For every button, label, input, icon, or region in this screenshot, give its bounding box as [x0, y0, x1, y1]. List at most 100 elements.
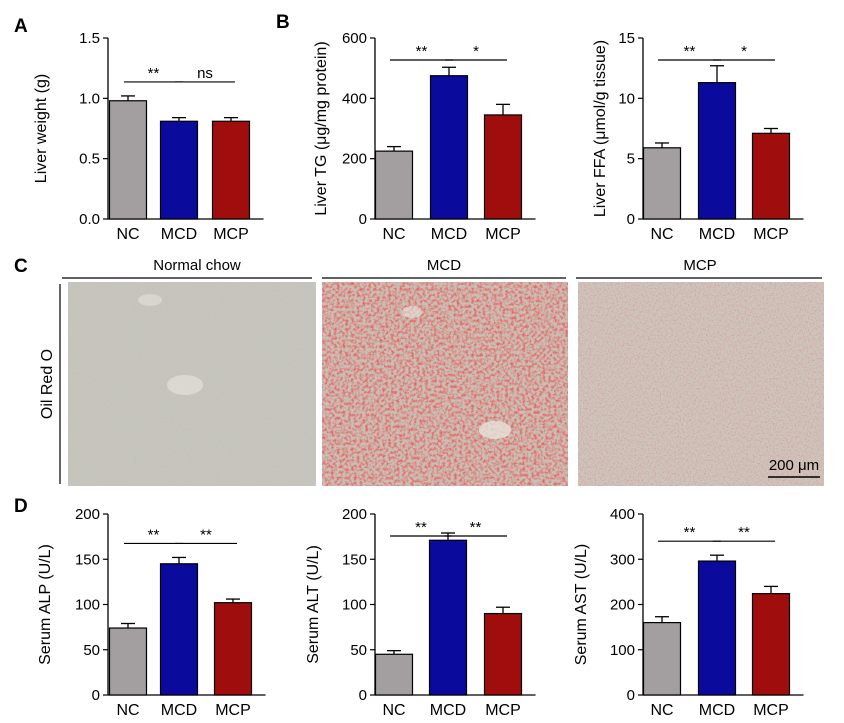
category-label: MCD	[161, 702, 197, 719]
micro-title-mcd: MCD	[427, 257, 461, 274]
micrograph-mcp	[578, 282, 824, 486]
significance-label: **	[684, 524, 696, 541]
y-tick-label: 100	[342, 597, 367, 614]
significance-label: **	[738, 524, 750, 541]
y-tick-label: 0	[359, 687, 367, 704]
chart-serum-ast: 0 100 200 300 400 Serum AST (U/L) NC MCD MCP ** **	[573, 506, 804, 719]
y-tick-label: 50	[83, 642, 100, 659]
category-label: MCP	[215, 702, 251, 719]
bar-nc	[108, 627, 148, 696]
significance-label: **	[200, 526, 212, 543]
y-tick-label: 200	[610, 597, 635, 614]
y-tick-label: 200	[342, 151, 367, 168]
y-tick-label: 1.5	[79, 30, 100, 47]
y-tick-label: 150	[75, 551, 100, 568]
chart-serum-alp: 0 50 100 150 200 Serum ALP (U/L) NC MCD MCP ** **	[37, 506, 266, 719]
chart-liver-ffa: 0 5 10 15 Liver FFA (μmol/g tissue) NC MCD MCP *…	[592, 30, 804, 243]
bar-mcp	[483, 114, 523, 220]
significance-label: **	[148, 65, 160, 82]
y-axis-label: Liver TG (μg/mg protein)	[313, 41, 330, 215]
y-tick-label: 200	[342, 506, 367, 523]
bar-mcd	[429, 75, 469, 220]
micro-title-mcp: MCP	[683, 257, 716, 274]
panel-letter-d: D	[14, 496, 28, 517]
y-tick-label: 10	[618, 90, 635, 107]
category-label: MCD	[430, 702, 466, 719]
y-axis-label: Serum ALP (U/L)	[37, 544, 54, 665]
category-label: NC	[650, 702, 673, 719]
category-label: MCP	[753, 226, 789, 243]
y-tick-label: 200	[75, 506, 100, 523]
stain-label: Oil Red O	[39, 349, 56, 419]
significance-label: *	[741, 43, 747, 60]
panel-letter-a: A	[14, 16, 28, 37]
chart-liver-weight: 0.0 0.5 1.0 1.5 Liver weight (g) NC MCD MCP ** ns	[33, 30, 264, 243]
significance-label: **	[415, 519, 427, 536]
y-tick-label: 50	[350, 642, 367, 659]
significance-label: **	[416, 43, 428, 60]
scale-bar-label: 200 μm	[769, 457, 819, 474]
significance-label: **	[148, 526, 160, 543]
significance-label: *	[473, 43, 479, 60]
y-tick-label: 100	[610, 642, 635, 659]
micro-title-normal-chow: Normal chow	[153, 257, 241, 274]
chart-serum-alt: 0 50 100 150 200 Serum ALT (U/L) NC MCD MCP ** **	[305, 506, 536, 719]
category-label: MCD	[161, 226, 197, 243]
y-tick-label: 0	[627, 211, 635, 228]
bar-mcd	[697, 560, 737, 696]
category-label: MCD	[431, 226, 467, 243]
bar-mcp	[483, 612, 523, 696]
category-label: MCP	[485, 226, 521, 243]
y-tick-label: 0.0	[79, 211, 100, 228]
microscopy-panel: Normal chow MCD MCP Oil Red O 200	[39, 257, 824, 486]
y-tick-label: 0	[627, 687, 635, 704]
significance-label: **	[470, 519, 482, 536]
bar-nc	[374, 150, 414, 220]
y-tick-label: 300	[610, 551, 635, 568]
y-tick-label: 15	[618, 30, 635, 47]
category-label: NC	[382, 702, 405, 719]
y-tick-label: 150	[342, 551, 367, 568]
category-label: NC	[382, 226, 405, 243]
significance-label: ns	[197, 65, 213, 82]
y-tick-label: 0	[359, 211, 367, 228]
category-label: NC	[116, 702, 139, 719]
bar-nc	[108, 100, 148, 220]
y-tick-label: 600	[342, 30, 367, 47]
category-label: NC	[116, 226, 139, 243]
bar-nc	[642, 147, 682, 220]
bar-nc	[642, 621, 682, 696]
bar-mcp	[751, 593, 791, 696]
bar-mcd	[159, 120, 199, 220]
y-tick-label: 100	[75, 597, 100, 614]
bar-mcd	[697, 82, 737, 220]
micrograph-normal-chow	[68, 282, 316, 486]
y-tick-label: 400	[610, 506, 635, 523]
category-label: MCD	[699, 226, 735, 243]
panel-letter-c: C	[14, 256, 28, 277]
panel-letter-b: B	[276, 12, 290, 33]
bar-mcp	[211, 120, 251, 220]
category-label: MCP	[753, 702, 789, 719]
category-label: MCP	[213, 226, 249, 243]
bar-mcp	[213, 602, 253, 696]
y-axis-label: Liver FFA (μmol/g tissue)	[592, 40, 609, 217]
y-tick-label: 0.5	[79, 151, 100, 168]
y-tick-label: 1.0	[79, 90, 100, 107]
y-axis-label: Serum ALT (U/L)	[305, 545, 322, 664]
y-axis-label: Liver weight (g)	[33, 74, 50, 183]
y-tick-label: 400	[342, 90, 367, 107]
bar-mcd	[159, 563, 199, 696]
bar-mcd	[428, 539, 468, 696]
chart-liver-tg: 0 200 400 600 Liver TG (μg/mg protein) NC MCD M…	[313, 30, 536, 243]
y-tick-label: 5	[627, 151, 635, 168]
significance-label: **	[684, 43, 696, 60]
bar-nc	[374, 653, 414, 696]
category-label: MCD	[699, 702, 735, 719]
y-axis-label: Serum AST (U/L)	[573, 544, 590, 666]
y-tick-label: 0	[92, 687, 100, 704]
micrograph-mcd	[322, 282, 568, 486]
category-label: MCP	[485, 702, 521, 719]
category-label: NC	[650, 226, 673, 243]
